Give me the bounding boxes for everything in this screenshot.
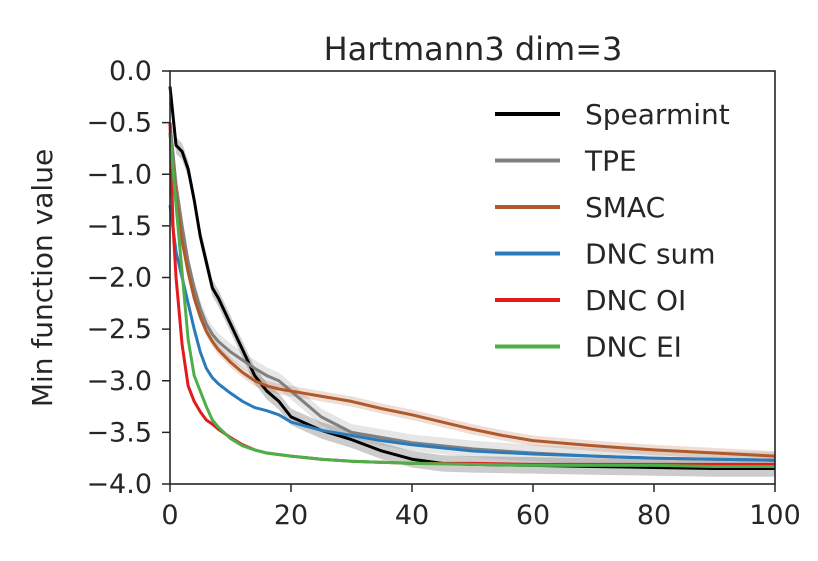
- x-tick-label: 60: [516, 500, 550, 531]
- series-line-dnc-ei: [168, 132, 775, 468]
- plot-area: [168, 78, 776, 477]
- series-band-spearmint: [170, 78, 775, 477]
- legend: Spearmint TPE SMAC DNC sum DNC OI DNC EI: [495, 98, 730, 364]
- y-axis-title: Min function value: [26, 149, 59, 407]
- axes: 0 20 40 60 80 100 0.0 −0.5 −1.0 −1.5 −2.0 −2.5 −3.0 −…: [86, 56, 800, 531]
- x-tick-label: 20: [274, 500, 308, 531]
- legend-label-dnc-sum: DNC sum: [585, 238, 716, 271]
- chart-title: Hartmann3 dim=3: [324, 30, 623, 68]
- series-line-dnc-sum: [168, 205, 776, 462]
- x-tick-label: 40: [395, 500, 429, 531]
- legend-label-smac: SMAC: [585, 191, 665, 224]
- y-tick-label: 0.0: [109, 56, 152, 87]
- y-tick-label: −2.5: [86, 314, 152, 345]
- x-tick-label: 100: [749, 500, 801, 531]
- legend-label-tpe: TPE: [584, 145, 637, 178]
- y-tick-label: −3.5: [86, 417, 152, 448]
- legend-label-spearmint: Spearmint: [585, 98, 730, 131]
- series-line-smac: [168, 132, 776, 458]
- y-tick-label: −0.5: [86, 108, 152, 139]
- y-tick-label: −1.0: [86, 159, 152, 190]
- y-tick-label: −4.0: [86, 469, 152, 500]
- x-tick-label: 0: [161, 500, 178, 531]
- legend-label-dnc-oi: DNC OI: [585, 284, 686, 317]
- series-line-spearmint: [168, 86, 775, 471]
- x-tick-label: 80: [637, 500, 671, 531]
- y-tick-label: −3.0: [86, 366, 152, 397]
- legend-label-dnc-ei: DNC EI: [585, 331, 682, 364]
- y-tick-label: −1.5: [86, 211, 152, 242]
- y-tick-label: −2.0: [86, 263, 152, 294]
- plot-frame: [169, 70, 776, 485]
